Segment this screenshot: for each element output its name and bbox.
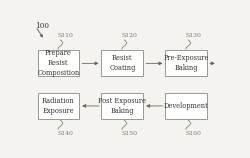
FancyBboxPatch shape <box>38 50 79 76</box>
Text: S140: S140 <box>58 131 73 136</box>
Text: Development: Development <box>164 102 209 110</box>
Text: S150: S150 <box>121 131 137 136</box>
FancyBboxPatch shape <box>166 93 207 119</box>
Text: S110: S110 <box>58 33 73 38</box>
Text: Radiation
Exposure: Radiation Exposure <box>42 97 75 115</box>
Text: 100: 100 <box>35 22 49 30</box>
FancyBboxPatch shape <box>102 50 143 76</box>
FancyBboxPatch shape <box>166 50 207 76</box>
Text: S130: S130 <box>185 33 201 38</box>
Text: S160: S160 <box>185 131 201 136</box>
Text: Pre-Exposure
Baking: Pre-Exposure Baking <box>164 54 209 72</box>
Text: Prepare
Resist
Composition: Prepare Resist Composition <box>37 49 80 77</box>
FancyBboxPatch shape <box>38 93 79 119</box>
Text: Post Exposure
Baking: Post Exposure Baking <box>98 97 146 115</box>
Text: S120: S120 <box>121 33 137 38</box>
Text: Resist
Coating: Resist Coating <box>109 54 136 72</box>
FancyBboxPatch shape <box>102 93 143 119</box>
